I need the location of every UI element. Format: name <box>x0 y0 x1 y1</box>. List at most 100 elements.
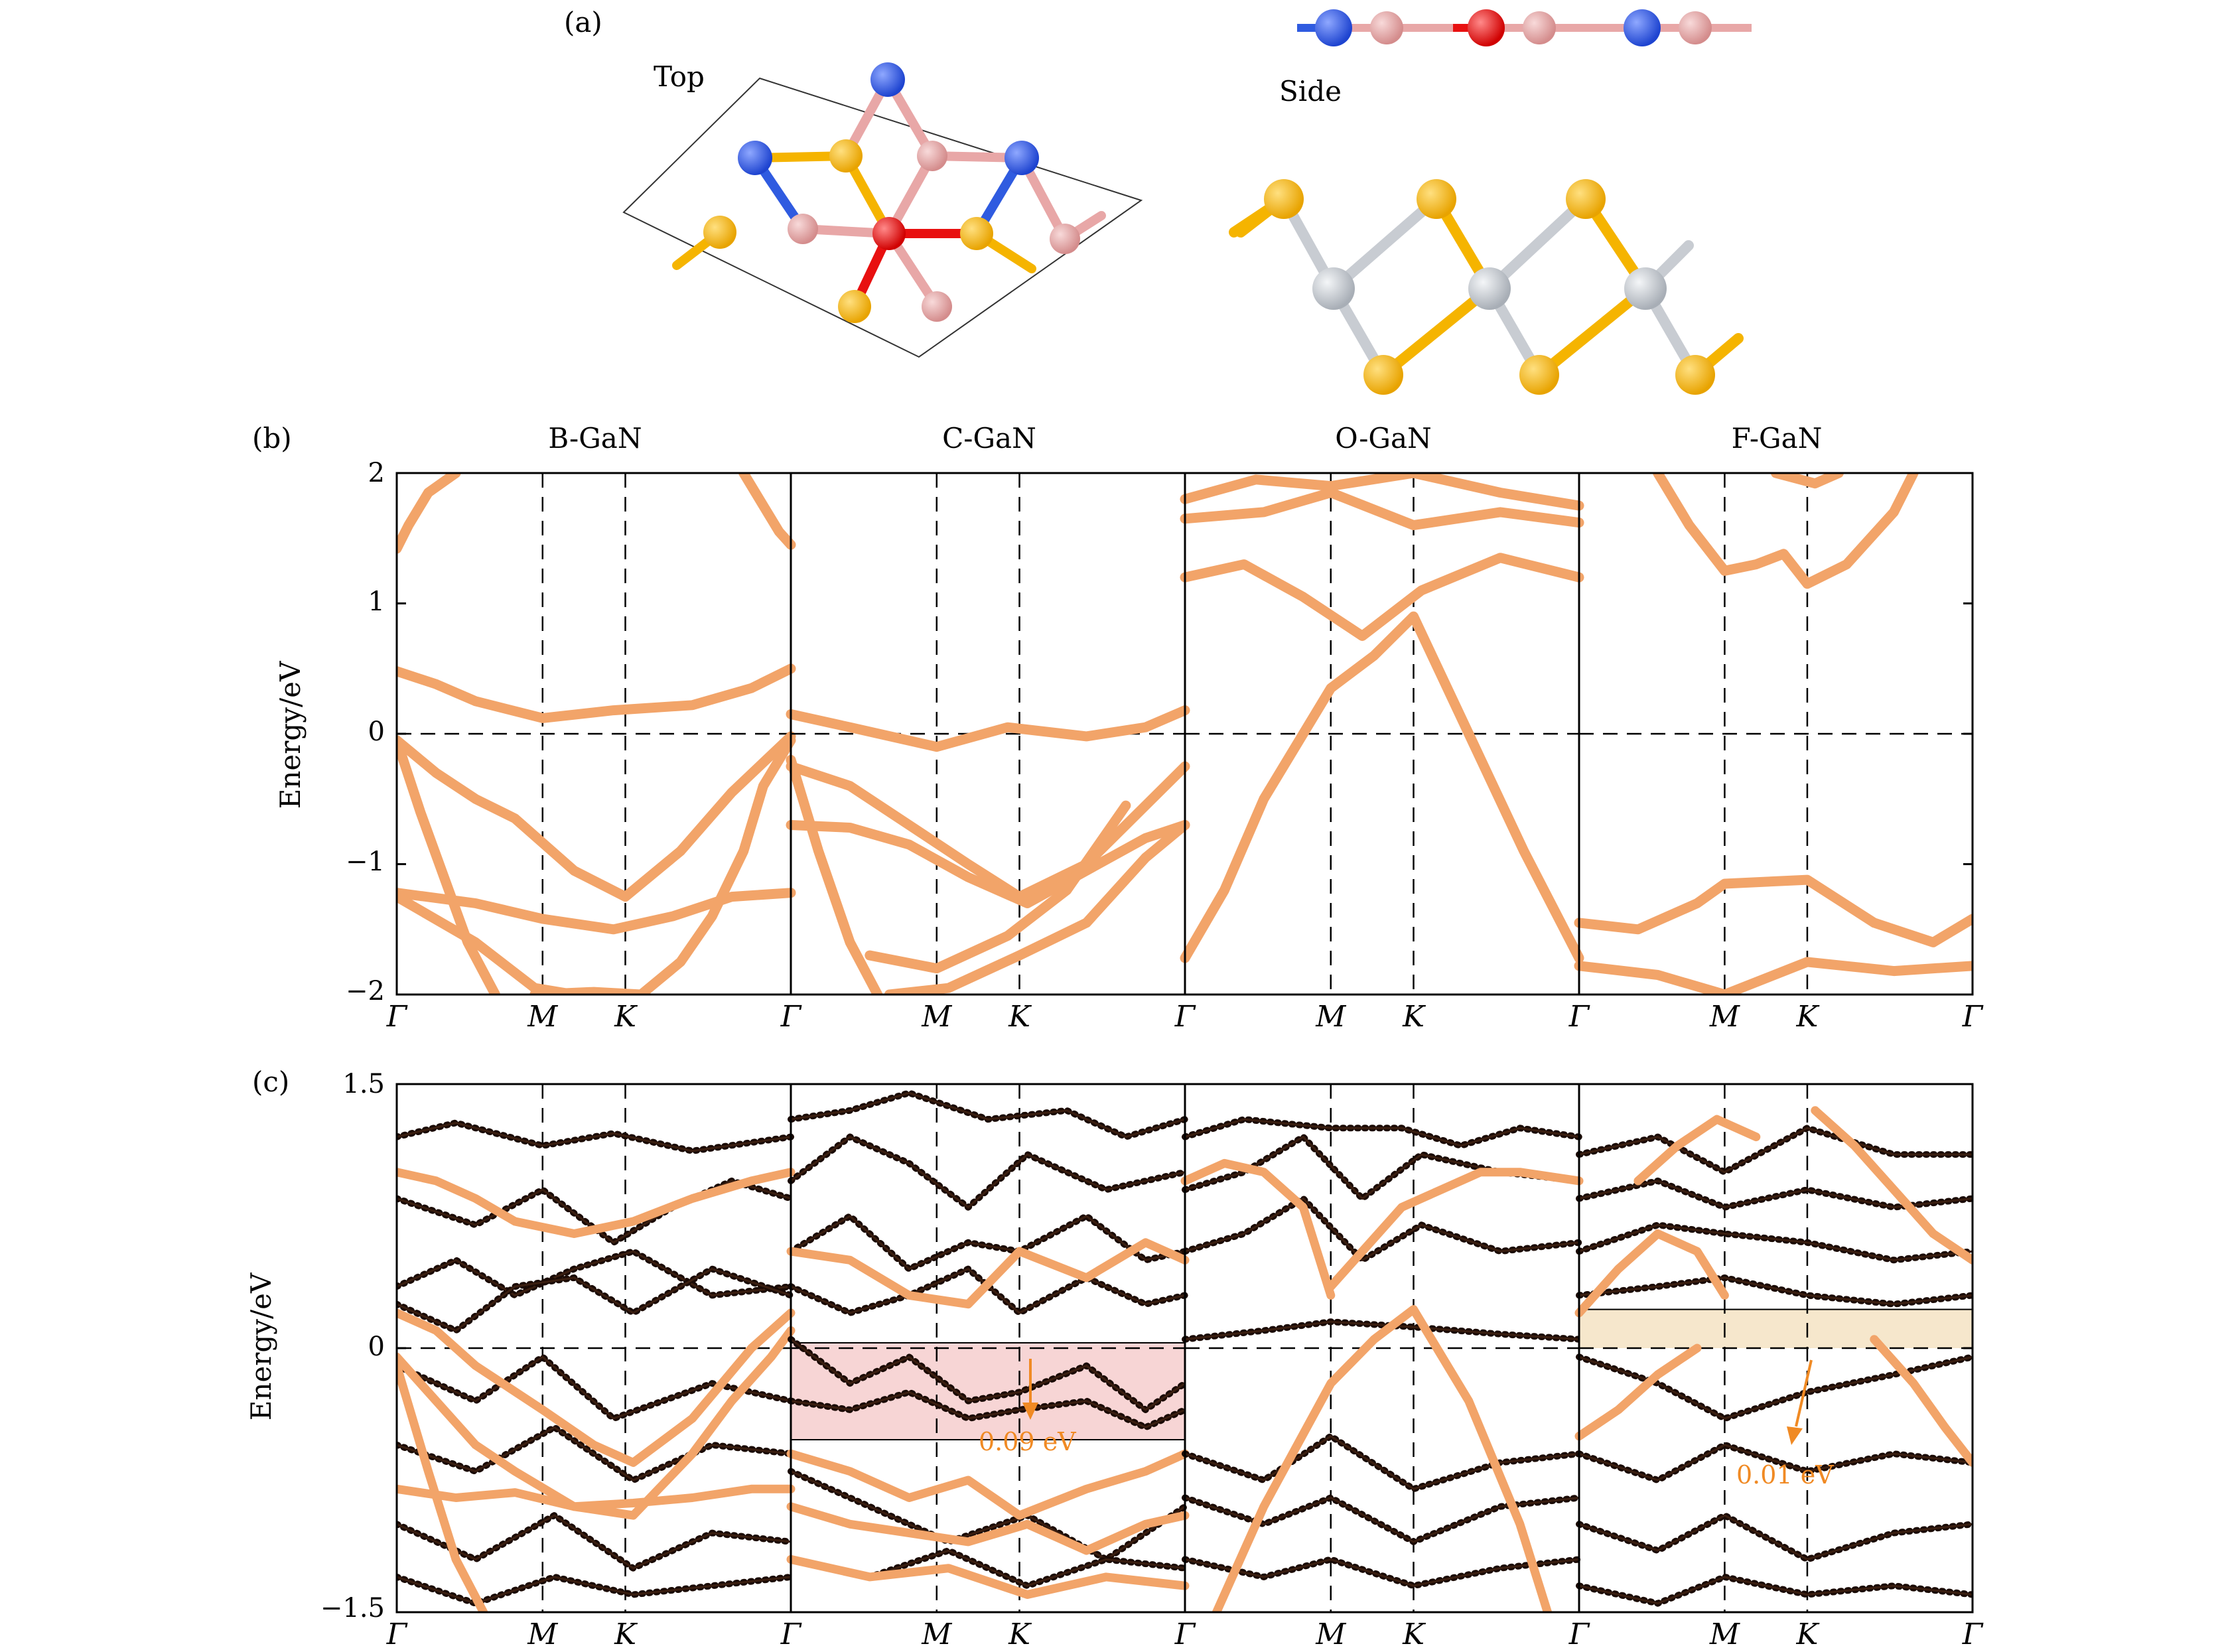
dark-band-core-7 <box>397 1576 792 1605</box>
orange-band-2 <box>397 1326 796 1520</box>
dark-band-0 <box>788 1089 1188 1140</box>
panel-label-c: (c) <box>252 1066 289 1098</box>
ytick-labels-b: 2 1 0 −1 −2 <box>346 458 385 1006</box>
side-view-label: Side <box>1279 75 1342 107</box>
kpoint-label-b-1-0: Γ <box>780 1000 802 1034</box>
kpoint-label-b-3-0: Γ <box>1568 1000 1590 1034</box>
band-structure-panel-c: (c) Energy/eV 1.5 0 −1.5 Γ M K Γ M K Γ M K Γ M K Γ 0… <box>245 1066 1984 1651</box>
dark-band-1 <box>788 1133 1188 1211</box>
subplot-title-b-3: F-GaN <box>1732 422 1823 454</box>
kpoint-label-c-0-0: Γ <box>386 1618 408 1651</box>
kpoint-label-c-1-1: M <box>921 1618 952 1651</box>
dark-band-core-6 <box>790 1470 1186 1561</box>
orange-band-1 <box>1574 874 1973 947</box>
kpoint-label-b-3-2: K <box>1796 1000 1820 1034</box>
kpoint-label-c-2-1: M <box>1315 1618 1346 1651</box>
kpoint-label-c-3-1: M <box>1709 1618 1740 1651</box>
orange-band-5 <box>397 888 796 935</box>
dark-band-3 <box>397 1265 794 1334</box>
structure-panel: (a) Top Side <box>564 6 1752 395</box>
orange-band-7 <box>397 892 579 995</box>
orange-band-0 <box>1180 1158 1336 1300</box>
b-subplot-3 <box>1574 473 1973 995</box>
dark-band-0 <box>1576 1125 1973 1176</box>
ytick-labels-c: 1.5 0 −1.5 <box>320 1069 385 1623</box>
b-subplot-1 <box>786 473 1190 995</box>
dark-band-6 <box>1576 1512 1973 1563</box>
orange-band-2 <box>1180 473 1584 511</box>
c-subplot-0 <box>397 1084 796 1612</box>
gap-arrow-0-01-ev <box>1795 1359 1813 1427</box>
orange-band-6 <box>529 735 796 995</box>
dark-band-core-4 <box>1184 1434 1580 1490</box>
dark-band-7 <box>397 1573 794 1607</box>
c-subplot-2 <box>1180 1084 1584 1612</box>
orange-band-1 <box>786 761 1190 902</box>
orange-band-3 <box>786 754 883 995</box>
subplot-title-b-0: B-GaN <box>548 422 642 454</box>
dark-band-core-6 <box>1578 1514 1973 1561</box>
kpoint-label-b-0-0: Γ <box>386 1000 408 1034</box>
orange-band-2 <box>397 663 796 723</box>
dark-band-core-4 <box>790 1338 1186 1411</box>
subplot-title-b-2: O-GaN <box>1335 422 1432 454</box>
dark-band-core-4 <box>397 1355 792 1420</box>
orange-band-1 <box>1180 553 1584 642</box>
dark-band-0 <box>1182 1116 1582 1149</box>
kpoint-label-b-1-2: K <box>1008 1000 1032 1034</box>
dark-band-core-6 <box>397 1514 792 1570</box>
kpoint-label-c-1-2: K <box>1008 1618 1032 1651</box>
kpoint-label-b-2-2: K <box>1402 1000 1426 1034</box>
orange-band-2 <box>1574 957 1973 995</box>
ytick-c-1: 0 <box>368 1332 385 1362</box>
kpoint-label-b-0-1: M <box>527 1000 558 1034</box>
kpoint-label-c-0-1: M <box>527 1618 558 1651</box>
kpoint-label-c-2-0: Γ <box>1174 1618 1196 1651</box>
dark-band-core-2 <box>1578 1223 1973 1261</box>
dark-band-core-3 <box>1578 1276 1973 1306</box>
orange-band-0 <box>786 1238 1190 1309</box>
dark-band-3 <box>1576 1274 1973 1308</box>
kpoint-label-c-end: Γ <box>1962 1618 1984 1651</box>
dark-band-3 <box>788 1265 1188 1316</box>
gap-region-shade <box>791 1343 1185 1440</box>
kpoint-label-b-3-1: M <box>1709 1000 1740 1034</box>
dark-band-core-5 <box>790 1391 1186 1429</box>
dark-band-4 <box>1182 1432 1582 1493</box>
ytick-b-3: −1 <box>346 847 385 877</box>
ylabel-c: Energy/eV <box>245 1273 277 1420</box>
gap-region-shade <box>1579 1309 1973 1348</box>
kpoint-label-c-3-2: K <box>1796 1618 1820 1651</box>
orange-band-2 <box>786 1502 1190 1555</box>
subplot-titles-b: B-GaN C-GaN O-GaN F-GaN <box>548 422 1822 454</box>
annotation-0-01-ev: 0.01 eV <box>1736 1460 1834 1489</box>
band-plots-c <box>395 1083 1974 1614</box>
b-subplot-0 <box>397 473 796 995</box>
orange-band-0 <box>786 705 1190 752</box>
subplot-title-b-1: C-GaN <box>942 422 1036 454</box>
orange-band-3 <box>1771 473 1844 489</box>
orange-band-3 <box>1180 611 1584 963</box>
orange-band-4 <box>397 1361 488 1612</box>
gap-arrowhead-0-09-ev <box>1022 1403 1038 1420</box>
substrate-structure <box>1229 179 1744 395</box>
orange-band-5 <box>884 820 1190 995</box>
orange-band-2 <box>1212 1305 1552 1612</box>
orange-band-0 <box>397 1168 796 1238</box>
ytick-b-4: −2 <box>346 976 385 1006</box>
kpoint-label-c-2-2: K <box>1402 1618 1426 1651</box>
gap-annotations-c: 0.09 eV 0.01 eV <box>979 1359 1834 1489</box>
kpoint-label-b-end: Γ <box>1962 1000 1984 1034</box>
orange-band-1 <box>786 1449 1190 1520</box>
ytick-c-0: 1.5 <box>342 1069 385 1099</box>
orange-band-4 <box>397 735 500 995</box>
kpoint-label-c-1-0: Γ <box>780 1618 802 1651</box>
top-view-label: Top <box>654 60 705 93</box>
dark-band-core-7 <box>1578 1576 1973 1605</box>
orange-band-4 <box>1870 1335 1973 1467</box>
kpoint-label-b-0-2: K <box>614 1000 638 1034</box>
orange-band-1 <box>738 473 796 550</box>
